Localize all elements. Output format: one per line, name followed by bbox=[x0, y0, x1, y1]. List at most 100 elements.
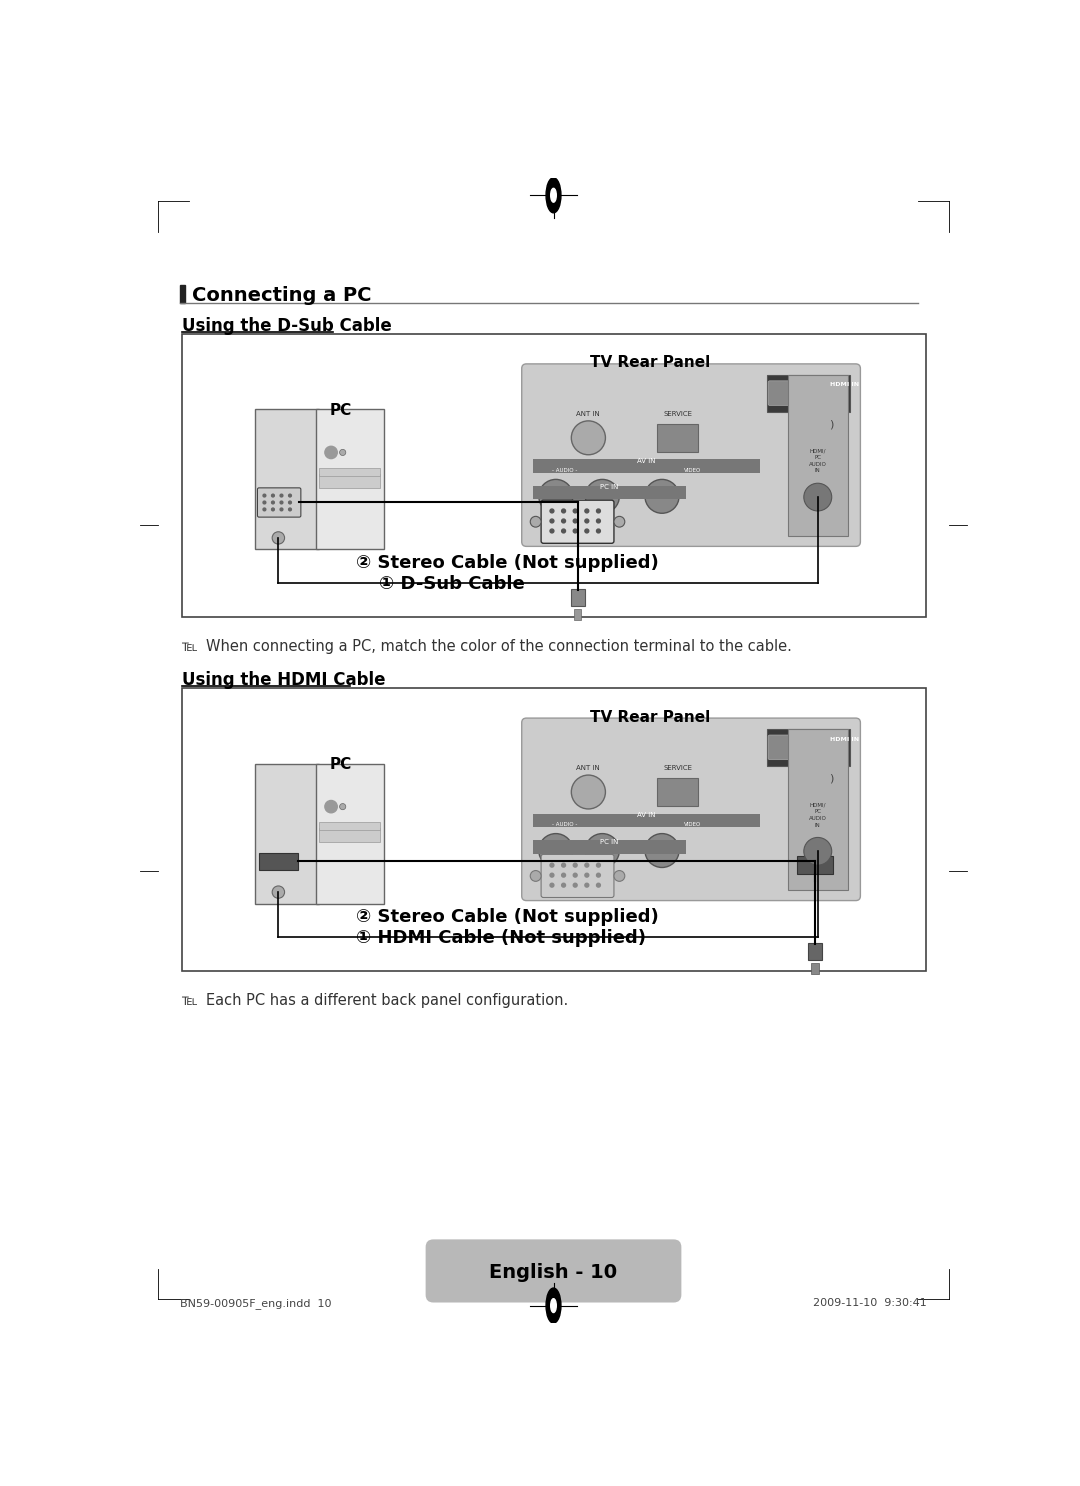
Circle shape bbox=[550, 863, 554, 868]
Text: PC IN: PC IN bbox=[600, 484, 619, 490]
Bar bbox=[320, 822, 380, 829]
Bar bbox=[532, 840, 686, 853]
Circle shape bbox=[613, 871, 625, 881]
Circle shape bbox=[596, 874, 600, 877]
Text: - AUDIO -: - AUDIO - bbox=[553, 468, 578, 473]
Text: English - 10: English - 10 bbox=[489, 1263, 618, 1282]
Circle shape bbox=[271, 501, 274, 504]
Text: TV Rear Panel: TV Rear Panel bbox=[590, 355, 711, 370]
Circle shape bbox=[585, 510, 589, 513]
Text: TV Rear Panel: TV Rear Panel bbox=[590, 710, 711, 725]
Circle shape bbox=[613, 516, 625, 528]
Bar bbox=[657, 424, 699, 452]
Circle shape bbox=[530, 516, 541, 528]
Circle shape bbox=[280, 495, 283, 496]
Circle shape bbox=[562, 519, 566, 523]
Bar bbox=[767, 374, 850, 412]
Bar bbox=[180, 285, 186, 303]
Bar bbox=[808, 944, 822, 960]
Text: ℡  When connecting a PC, match the color of the connection terminal to the cable: ℡ When connecting a PC, match the color … bbox=[181, 639, 793, 654]
Circle shape bbox=[571, 421, 606, 455]
Bar bbox=[787, 374, 848, 535]
Circle shape bbox=[339, 449, 346, 456]
Text: - AUDIO -: - AUDIO - bbox=[553, 822, 578, 826]
Bar bbox=[532, 486, 686, 499]
Circle shape bbox=[562, 529, 566, 533]
Bar bbox=[320, 828, 380, 843]
Circle shape bbox=[585, 883, 589, 887]
Circle shape bbox=[571, 776, 606, 808]
Bar bbox=[255, 409, 319, 550]
Circle shape bbox=[585, 519, 589, 523]
Bar bbox=[657, 779, 699, 805]
FancyBboxPatch shape bbox=[257, 487, 301, 517]
FancyBboxPatch shape bbox=[541, 854, 613, 898]
Circle shape bbox=[645, 480, 679, 513]
Circle shape bbox=[264, 501, 266, 504]
Circle shape bbox=[562, 883, 566, 887]
Bar bbox=[570, 588, 584, 606]
Ellipse shape bbox=[546, 178, 561, 212]
Text: ANT IN: ANT IN bbox=[577, 765, 600, 771]
Bar bbox=[259, 853, 298, 869]
Circle shape bbox=[272, 886, 284, 898]
Bar bbox=[320, 468, 380, 476]
Circle shape bbox=[325, 446, 337, 459]
Circle shape bbox=[585, 480, 619, 513]
Circle shape bbox=[573, 883, 577, 887]
Text: ① HDMI Cable (Not supplied): ① HDMI Cable (Not supplied) bbox=[356, 929, 646, 947]
Text: Using the HDMI Cable: Using the HDMI Cable bbox=[181, 672, 384, 690]
Bar bbox=[315, 409, 383, 550]
Circle shape bbox=[585, 863, 589, 868]
Text: PC: PC bbox=[329, 758, 351, 773]
Circle shape bbox=[585, 529, 589, 533]
Circle shape bbox=[585, 834, 619, 868]
FancyBboxPatch shape bbox=[541, 501, 613, 544]
Bar bbox=[181, 334, 926, 617]
Circle shape bbox=[573, 529, 577, 533]
Circle shape bbox=[288, 501, 292, 504]
Circle shape bbox=[264, 508, 266, 511]
Circle shape bbox=[585, 874, 589, 877]
Ellipse shape bbox=[551, 189, 556, 202]
Circle shape bbox=[804, 483, 832, 511]
Circle shape bbox=[645, 834, 679, 868]
Text: ② Stereo Cable (Not supplied): ② Stereo Cable (Not supplied) bbox=[356, 908, 659, 926]
Circle shape bbox=[596, 529, 600, 533]
FancyBboxPatch shape bbox=[522, 364, 861, 547]
Text: VIDEO: VIDEO bbox=[685, 468, 702, 473]
Text: PC IN: PC IN bbox=[600, 838, 619, 844]
Bar bbox=[573, 609, 581, 620]
Circle shape bbox=[573, 863, 577, 868]
Bar bbox=[811, 963, 819, 973]
Bar bbox=[181, 688, 926, 972]
Bar bbox=[255, 764, 319, 903]
Text: ② Stereo Cable (Not supplied): ② Stereo Cable (Not supplied) bbox=[356, 554, 659, 572]
Circle shape bbox=[550, 529, 554, 533]
Circle shape bbox=[804, 838, 832, 865]
Bar bbox=[532, 813, 759, 828]
Text: AV IN: AV IN bbox=[637, 813, 656, 819]
Circle shape bbox=[325, 801, 337, 813]
Circle shape bbox=[539, 480, 572, 513]
Circle shape bbox=[272, 532, 284, 544]
Circle shape bbox=[271, 495, 274, 496]
Circle shape bbox=[550, 510, 554, 513]
Text: PC: PC bbox=[329, 403, 351, 418]
Circle shape bbox=[530, 871, 541, 881]
Circle shape bbox=[562, 510, 566, 513]
Ellipse shape bbox=[546, 1288, 561, 1323]
Text: ① D-Sub Cable: ① D-Sub Cable bbox=[379, 575, 525, 593]
Circle shape bbox=[280, 508, 283, 511]
Circle shape bbox=[596, 863, 600, 868]
Circle shape bbox=[596, 519, 600, 523]
Text: HDMI IN: HDMI IN bbox=[831, 382, 860, 388]
Circle shape bbox=[573, 874, 577, 877]
Circle shape bbox=[596, 883, 600, 887]
Text: HDMI/
PC
AUDIO
IN: HDMI/ PC AUDIO IN bbox=[809, 449, 826, 474]
FancyBboxPatch shape bbox=[768, 380, 820, 406]
Circle shape bbox=[288, 508, 292, 511]
Circle shape bbox=[288, 495, 292, 496]
Text: VIDEO: VIDEO bbox=[685, 822, 702, 826]
Circle shape bbox=[550, 519, 554, 523]
